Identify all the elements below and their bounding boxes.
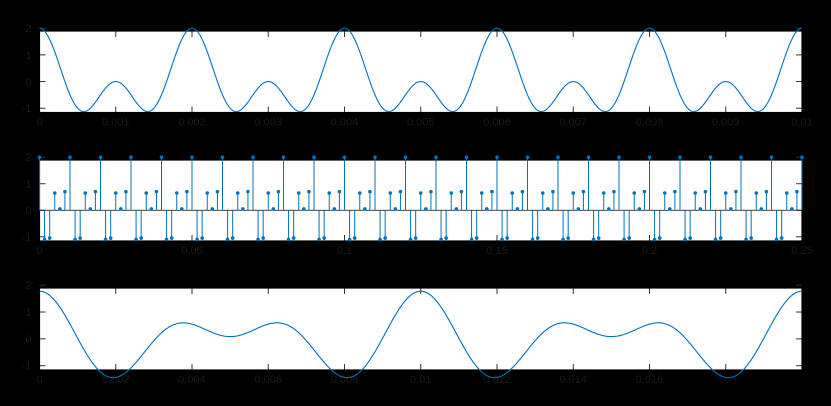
svg-text:0.2: 0.2: [642, 245, 657, 257]
svg-text:-1: -1: [22, 361, 32, 373]
svg-text:0.003: 0.003: [254, 117, 282, 129]
svg-text:0.008: 0.008: [636, 117, 664, 129]
svg-text:-1: -1: [22, 232, 32, 244]
svg-text:0.004: 0.004: [178, 374, 206, 386]
svg-text:0.1: 0.1: [337, 245, 352, 257]
svg-text:0: 0: [25, 205, 31, 217]
svg-text:0.002: 0.002: [178, 117, 206, 129]
svg-text:2: 2: [25, 152, 31, 164]
svg-text:0.001: 0.001: [102, 117, 130, 129]
svg-text:0.15: 0.15: [486, 245, 507, 257]
svg-text:0.25: 0.25: [791, 245, 812, 257]
svg-text:0: 0: [36, 245, 42, 257]
svg-text:0.004: 0.004: [331, 117, 359, 129]
svg-text:2: 2: [25, 23, 31, 35]
svg-text:0: 0: [25, 334, 31, 346]
svg-text:0.005: 0.005: [407, 117, 435, 129]
svg-text:1: 1: [25, 307, 31, 319]
svg-text:0.014: 0.014: [559, 374, 587, 386]
svg-text:1: 1: [25, 50, 31, 62]
svg-text:0.01: 0.01: [410, 374, 431, 386]
svg-text:0.01: 0.01: [791, 117, 812, 129]
svg-text:0.05: 0.05: [181, 245, 202, 257]
svg-text:0: 0: [25, 77, 31, 89]
svg-text:0: 0: [36, 374, 42, 386]
svg-text:0.006: 0.006: [483, 117, 511, 129]
svg-text:0.006: 0.006: [254, 374, 282, 386]
svg-text:0.009: 0.009: [712, 117, 740, 129]
svg-text:2: 2: [25, 280, 31, 292]
svg-text:0.007: 0.007: [559, 117, 587, 129]
svg-text:0: 0: [36, 117, 42, 129]
svg-text:-1: -1: [22, 103, 32, 115]
svg-text:0.016: 0.016: [636, 374, 664, 386]
svg-text:1: 1: [25, 179, 31, 191]
